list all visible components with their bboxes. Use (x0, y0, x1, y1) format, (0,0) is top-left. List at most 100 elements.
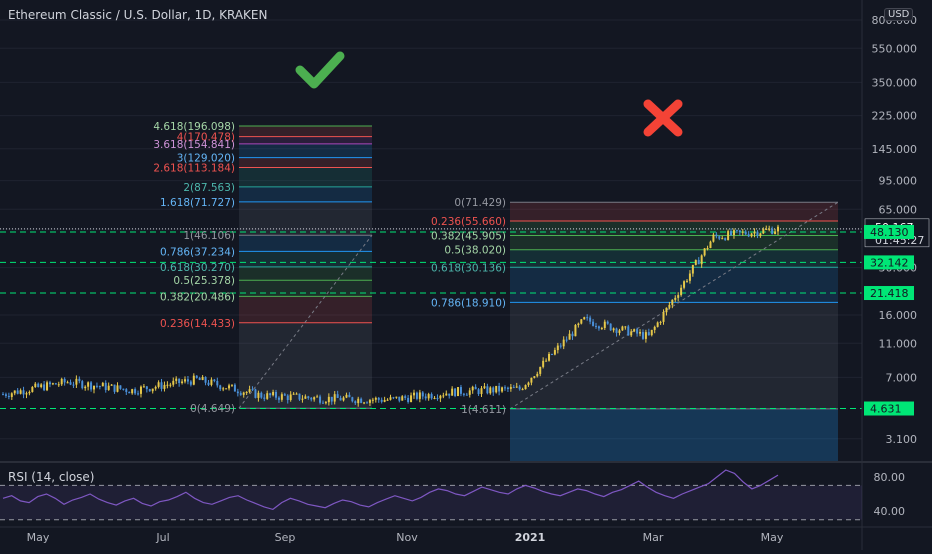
candle-body-200 (589, 317, 592, 322)
candle-body-181 (533, 376, 536, 378)
candle-body-238 (700, 255, 703, 265)
candle-body-97 (286, 395, 289, 400)
candle-body-109 (321, 402, 324, 404)
x-tick-5: Mar (643, 531, 664, 544)
candle-body-88 (260, 392, 263, 398)
candle-body-139 (410, 395, 413, 403)
candle-body-18 (54, 383, 57, 385)
candle-body-74 (219, 385, 222, 390)
candle-body-75 (222, 388, 225, 390)
candle-body-212 (624, 326, 627, 328)
candle-body-247 (727, 231, 730, 240)
fib-left-zone-7 (239, 235, 372, 252)
candle-body-70 (207, 382, 210, 385)
candle-body-195 (574, 325, 577, 337)
candle-body-10 (31, 387, 34, 392)
candle-body-209 (615, 328, 618, 333)
candle-body-42 (125, 389, 128, 392)
candle-body-104 (307, 396, 310, 398)
currency-button[interactable]: USD (884, 8, 914, 21)
candle-body-198 (583, 317, 586, 320)
fib-left-zone-0 (239, 126, 372, 137)
candle-body-164 (483, 386, 486, 389)
fib-left-label-9: 0.618(30.270) (160, 262, 235, 274)
candle-body-46 (137, 393, 140, 395)
fib-left-label-12: 0.236(14.433) (160, 318, 235, 330)
candle-body-85 (251, 389, 254, 391)
candle-body-50 (148, 389, 151, 392)
candle-body-84 (248, 389, 251, 392)
candle-body-100 (295, 393, 298, 395)
candle-body-222 (653, 326, 656, 330)
candle-body-28 (84, 386, 87, 389)
candle-body-89 (263, 397, 266, 399)
candle-body-259 (762, 229, 765, 234)
candle-body-90 (266, 393, 269, 399)
candle-body-161 (474, 386, 477, 390)
candle-body-193 (568, 333, 571, 340)
candle-body-114 (336, 394, 339, 398)
level-label-4: 21.418 (870, 287, 909, 300)
fib-left-zone-5 (239, 186, 372, 202)
fib-right-label-5: 0.786(18.910) (431, 297, 506, 309)
x-tick-2: Sep (275, 531, 296, 544)
fib-right-zone-0 (510, 202, 838, 221)
fib-left-label-8: 0.786(37.234) (160, 246, 235, 258)
fib-left-zone-1 (239, 136, 372, 144)
candle-body-178 (524, 385, 527, 390)
candle-body-38 (113, 384, 116, 392)
candle-body-152 (448, 393, 451, 396)
y-tick-11: 7.000 (886, 371, 918, 384)
candle-body-251 (738, 230, 741, 233)
candle-body-32 (95, 385, 98, 387)
candle-body-94 (277, 397, 280, 400)
fib-left-zone-3 (239, 157, 372, 168)
candle-body-186 (548, 353, 551, 361)
candle-body-144 (424, 396, 427, 399)
candle-body-157 (462, 393, 465, 395)
candle-body-155 (457, 387, 460, 397)
candle-body-103 (304, 396, 307, 399)
chart-title: Ethereum Classic / U.S. Dollar, 1D, KRAK… (8, 8, 268, 22)
candle-body-58 (172, 380, 175, 385)
candle-body-116 (342, 397, 345, 401)
candle-body-254 (747, 234, 750, 237)
candle-body-154 (454, 388, 457, 397)
fib-right-zone-ext (510, 408, 838, 463)
cross-icon (643, 99, 683, 137)
candle-body-63 (186, 379, 189, 382)
candle-body-240 (706, 248, 709, 250)
candle-body-163 (480, 388, 483, 395)
candle-body-169 (498, 385, 501, 392)
rsi-line (2, 469, 779, 511)
fib-left-label-7: 1(46.106) (183, 230, 235, 242)
fib-left-zone-4 (239, 167, 372, 187)
candle-body-95 (280, 394, 283, 400)
candle-body-201 (592, 321, 595, 326)
candle-body-36 (107, 385, 110, 390)
fib-right-zone-1 (510, 220, 838, 236)
candle-body-79 (233, 384, 236, 392)
candle-body-231 (680, 287, 683, 296)
rsi-pane: RSI (14, close) 80.00 40.00 (0, 461, 932, 521)
candle-body-236 (694, 260, 697, 265)
candle-body-223 (656, 322, 659, 327)
candle-body-262 (771, 228, 774, 234)
candle-body-245 (721, 238, 724, 240)
candle-body-37 (110, 384, 113, 386)
candle-body-127 (374, 397, 377, 400)
candle-body-77 (228, 385, 231, 389)
candle-body-65 (192, 375, 195, 385)
candle-body-80 (236, 391, 239, 394)
candle-body-136 (401, 396, 404, 401)
candle-body-0 (2, 394, 4, 396)
candle-body-21 (63, 378, 66, 383)
candle-body-56 (166, 384, 169, 386)
candle-body-202 (594, 325, 597, 327)
y-tick-1: 550.000 (872, 42, 918, 55)
candle-body-140 (412, 392, 415, 396)
fib-left-label-10: 0.5(25.378) (173, 275, 235, 287)
candle-body-47 (139, 386, 142, 394)
fib-right-zone-4 (510, 267, 838, 303)
